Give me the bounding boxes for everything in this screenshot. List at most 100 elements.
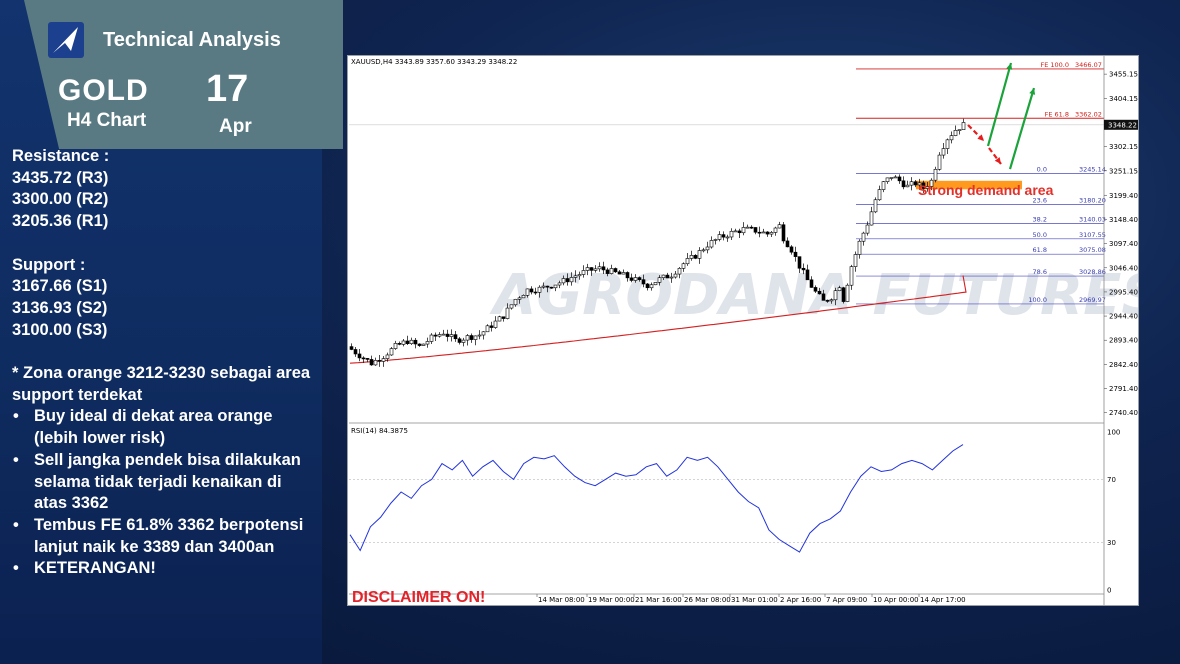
candle bbox=[505, 307, 510, 319]
price-tick-label: 2791.40 bbox=[1109, 385, 1138, 393]
candle bbox=[557, 282, 562, 286]
candle bbox=[681, 263, 686, 269]
red-arrow-2-head bbox=[994, 157, 1001, 164]
price-tick-label: 3404.15 bbox=[1109, 95, 1138, 103]
price-tick-label: 3455.15 bbox=[1109, 71, 1138, 79]
demand-area-label: Strong demand area bbox=[918, 182, 1054, 198]
candle bbox=[645, 283, 650, 289]
candle bbox=[705, 246, 710, 251]
candle bbox=[641, 279, 646, 285]
candle bbox=[857, 240, 862, 255]
candle bbox=[605, 269, 610, 274]
candle bbox=[793, 251, 798, 257]
candle bbox=[769, 232, 774, 235]
last-price-box bbox=[1104, 119, 1138, 130]
support-level: 3167.66 (S1) bbox=[12, 277, 108, 296]
candle bbox=[901, 180, 906, 188]
bullet-item: Sell jangka pendek bisa dilakukan selama… bbox=[12, 450, 312, 515]
fib-level-value: 3140.03 bbox=[1079, 215, 1106, 223]
candle bbox=[545, 285, 550, 288]
fib-level-pct: 100.0 bbox=[1028, 296, 1047, 304]
candle bbox=[809, 279, 814, 288]
rsi-tick-label: 70 bbox=[1107, 476, 1116, 484]
timeframe-label: H4 Chart bbox=[67, 110, 147, 131]
candle bbox=[773, 227, 778, 233]
candle bbox=[353, 349, 358, 355]
candle bbox=[513, 298, 518, 306]
rsi-line bbox=[349, 444, 964, 553]
candle bbox=[373, 360, 378, 366]
watermark: AGRODANA FUTURES bbox=[489, 263, 1138, 328]
candle bbox=[893, 176, 898, 179]
candle bbox=[601, 266, 606, 271]
candle bbox=[797, 256, 802, 269]
candle bbox=[629, 277, 634, 281]
candle bbox=[469, 335, 474, 340]
candle bbox=[433, 334, 438, 337]
fib-level-pct: 38.2 bbox=[1033, 215, 1047, 223]
candle bbox=[569, 277, 574, 283]
candle bbox=[693, 255, 698, 259]
demand-zone bbox=[916, 180, 1022, 190]
candle bbox=[845, 284, 850, 302]
candle bbox=[565, 278, 570, 283]
candle bbox=[525, 288, 530, 296]
candle bbox=[397, 343, 402, 345]
candle bbox=[593, 268, 598, 271]
fe-level-label: FE 100.0 bbox=[1040, 61, 1069, 69]
candle bbox=[401, 340, 406, 345]
fib-level-value: 3075.08 bbox=[1079, 246, 1106, 254]
candle bbox=[897, 176, 902, 182]
candle bbox=[633, 277, 638, 281]
candle bbox=[365, 358, 370, 360]
disclaimer-label: DISCLAIMER ON! bbox=[352, 589, 485, 605]
candle bbox=[609, 268, 614, 274]
candle bbox=[689, 255, 694, 259]
price-tick-label: 2944.40 bbox=[1109, 313, 1138, 321]
candle bbox=[553, 284, 558, 289]
candle bbox=[393, 343, 398, 349]
candle bbox=[481, 331, 486, 336]
candle bbox=[369, 359, 374, 366]
date-month: Apr bbox=[219, 116, 252, 137]
candle bbox=[441, 333, 446, 336]
candle bbox=[861, 232, 866, 242]
candle bbox=[509, 304, 514, 309]
candle bbox=[661, 274, 666, 279]
fib-level-value: 3180.20 bbox=[1079, 196, 1106, 204]
candle bbox=[677, 268, 682, 275]
candle bbox=[497, 316, 502, 322]
bullet-list: Buy ideal di dekat area orange (lebih lo… bbox=[12, 406, 312, 580]
candle bbox=[929, 179, 934, 187]
candle bbox=[573, 275, 578, 278]
resistance-level: 3300.00 (R2) bbox=[12, 190, 109, 209]
candle bbox=[741, 227, 746, 234]
time-tick-label: 14 Apr 17:00 bbox=[920, 596, 966, 604]
candle bbox=[477, 334, 482, 337]
fe-level-value: 3362.02 bbox=[1075, 110, 1102, 118]
time-tick-label: 21 Mar 16:00 bbox=[635, 596, 682, 604]
candle bbox=[449, 334, 454, 337]
red-arrow-1-head bbox=[977, 134, 984, 141]
candle bbox=[869, 211, 874, 226]
candle bbox=[637, 277, 642, 280]
candle bbox=[737, 230, 742, 234]
candle bbox=[657, 277, 662, 283]
candle bbox=[925, 186, 930, 189]
fib-level-value: 3028.86 bbox=[1079, 268, 1106, 276]
candle bbox=[473, 335, 478, 340]
candle bbox=[409, 339, 414, 344]
candle bbox=[757, 231, 762, 234]
candle bbox=[673, 273, 678, 278]
candle bbox=[685, 258, 690, 265]
candle bbox=[501, 316, 506, 319]
candle bbox=[781, 224, 786, 242]
candle bbox=[801, 267, 806, 271]
resistance-level: 3205.36 (R1) bbox=[12, 212, 109, 231]
resistance-heading: Resistance : bbox=[12, 147, 110, 165]
candle bbox=[537, 286, 542, 293]
rsi-tick-label: 0 bbox=[1107, 587, 1111, 595]
candle bbox=[597, 266, 602, 270]
candle bbox=[589, 267, 594, 271]
candle bbox=[889, 177, 894, 179]
